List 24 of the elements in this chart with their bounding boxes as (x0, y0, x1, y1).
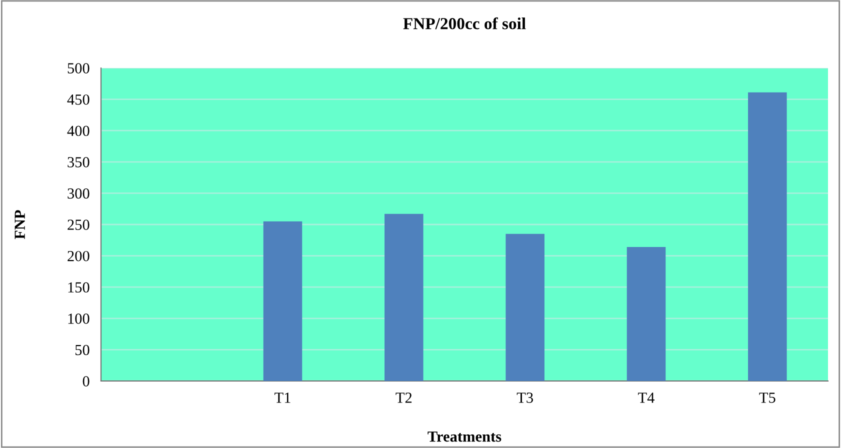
x-tick-label: T2 (396, 392, 412, 403)
x-axis-title: Treatments (428, 432, 502, 442)
y-tick-label: 0 (82, 376, 90, 386)
y-tick-label: 50 (76, 344, 90, 356)
y-tick-label: 300 (68, 188, 90, 199)
bar (263, 221, 302, 381)
x-tick-label: T5 (759, 392, 776, 403)
y-tick-label: 100 (68, 314, 90, 324)
y-tick-label: 350 (68, 157, 90, 168)
x-tick-label: T1 (274, 392, 290, 403)
bar (384, 214, 424, 381)
x-tick-label: T4 (638, 392, 654, 403)
y-axis-title: FNP (14, 210, 25, 240)
bar (626, 247, 666, 381)
y-tick-label: 400 (67, 126, 90, 136)
bar (748, 92, 787, 381)
chart-title: FNP/200cc of soil (403, 17, 526, 30)
y-tick-label: 450 (67, 94, 90, 105)
bar (506, 234, 544, 381)
y-tick-label: 200 (68, 250, 90, 262)
y-tick-label: 150 (68, 282, 90, 293)
x-tick-label: T3 (516, 392, 533, 403)
y-tick-label: 500 (68, 63, 90, 74)
y-tick-label: 250 (68, 220, 90, 230)
